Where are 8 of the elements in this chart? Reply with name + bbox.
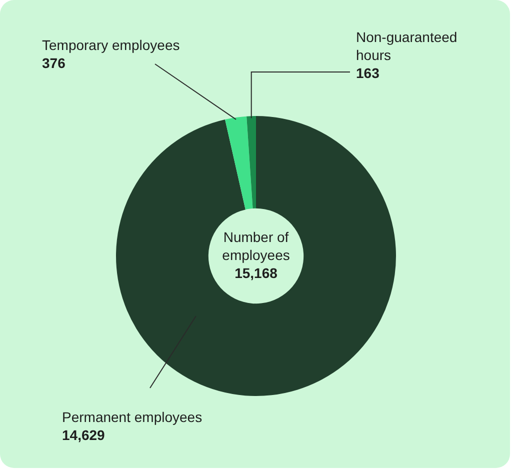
data-label: 14,629	[62, 427, 106, 443]
slice-label: Temporary employees	[42, 37, 180, 53]
data-label: 376	[42, 55, 66, 71]
slice-label: Non-guaranteed hours	[356, 29, 458, 63]
text: 15,168	[234, 265, 278, 281]
data-label: 163	[356, 65, 380, 81]
slice-label: Permanent employees	[62, 409, 202, 425]
text: Number of employees	[222, 229, 290, 263]
